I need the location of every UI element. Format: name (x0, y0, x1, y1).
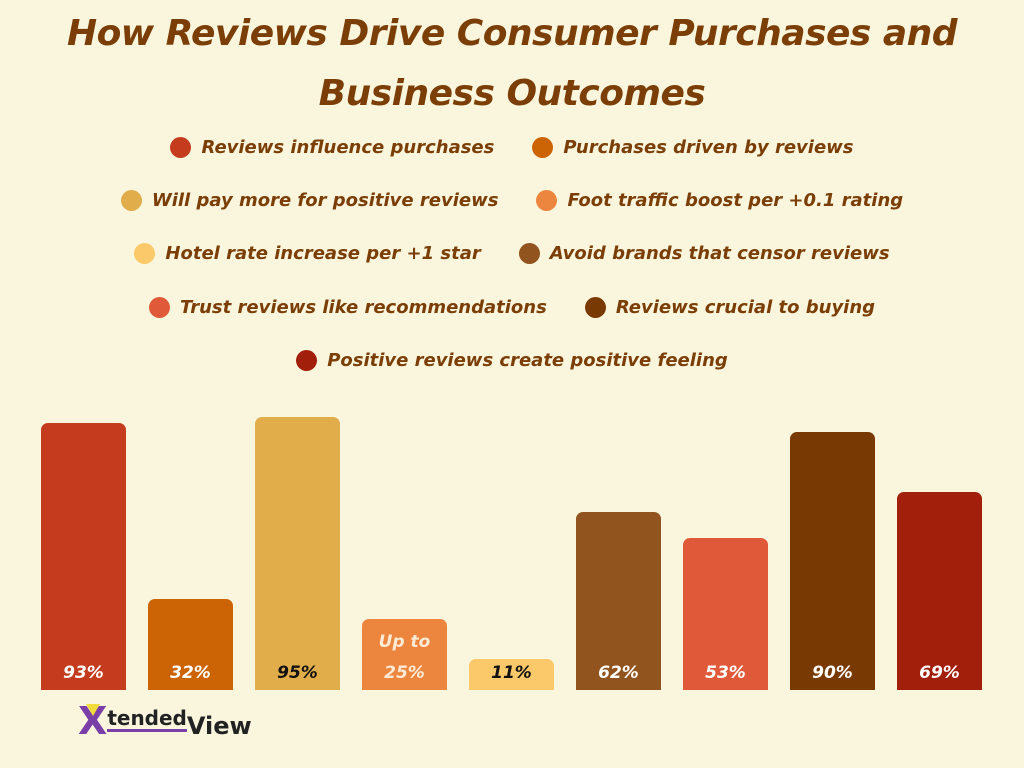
legend-dot-icon (148, 297, 170, 318)
legend-item: Purchases driven by reviews (532, 137, 854, 158)
logo-x-icon: X (78, 699, 108, 743)
legend-row-5: Positive reviews create positive feeling (0, 350, 1024, 371)
bar-value-label: 62% (598, 663, 639, 683)
legend-label: Reviews influence purchases (201, 137, 495, 158)
bar-value-label: 11% (491, 663, 532, 683)
bar-purchases-driven-by-reviews: 32% (148, 599, 233, 690)
legend-label: Avoid brands that censor reviews (549, 243, 890, 264)
bar-value-label: 25% (384, 663, 425, 683)
legend-item: Hotel rate increase per +1 star (134, 243, 481, 264)
xtendedview-logo: X tended View (78, 702, 252, 740)
legend-row-4: Trust reviews like recommendations Revie… (0, 297, 1024, 318)
bar-hotel-rate-increase: 11% (469, 659, 554, 690)
legend-label: Hotel rate increase per +1 star (165, 243, 481, 264)
legend-item: Reviews crucial to buying (584, 297, 876, 318)
legend-item: Trust reviews like recommendations (148, 297, 547, 318)
legend-dot-icon (120, 190, 142, 211)
legend-item: Foot traffic boost per +0.1 rating (536, 190, 903, 211)
bar-value-label: 53% (705, 663, 746, 683)
legend-label: Reviews crucial to buying (615, 297, 876, 318)
legend-dot-icon (296, 350, 318, 371)
legend-dot-icon (518, 243, 540, 264)
legend-row-1: Reviews influence purchases Purchases dr… (0, 137, 1024, 158)
legend-row-3: Hotel rate increase per +1 star Avoid br… (0, 243, 1024, 264)
bar-value-label: 69% (919, 663, 960, 683)
bar-positive-feeling: 69% (897, 492, 982, 690)
title-line-2: Business Outcomes (318, 73, 706, 114)
legend-dot-icon (134, 243, 156, 264)
legend-dot-icon (584, 297, 606, 318)
bar-value-label: 95% (277, 663, 318, 683)
legend-label: Foot traffic boost per +0.1 rating (567, 190, 904, 211)
legend-item: Reviews influence purchases (170, 137, 494, 158)
legend-item: Will pay more for positive reviews (120, 190, 499, 211)
legend-item: Positive reviews create positive feeling (296, 350, 728, 371)
legend-dot-icon (170, 137, 192, 158)
logo-view-text: View (186, 712, 252, 740)
bar-value-label: 32% (170, 663, 211, 683)
legend-label: Will pay more for positive reviews (151, 190, 499, 211)
legend-label: Positive reviews create positive feeling (327, 350, 728, 371)
logo-tended-text: tended (107, 706, 187, 732)
legend-dot-icon (532, 137, 554, 158)
bar-value-label: 90% (812, 663, 853, 683)
bar-will-pay-more: 95% (255, 417, 340, 690)
legend-dot-icon (536, 190, 558, 211)
bar-foot-traffic-boost: Up to 25% (362, 619, 447, 690)
bar-reviews-crucial: 90% (790, 432, 875, 690)
title-line-1: How Reviews Drive Consumer Purchases and (66, 13, 958, 54)
legend-label: Trust reviews like recommendations (179, 297, 547, 318)
legend-label: Purchases driven by reviews (563, 137, 854, 158)
bar-reviews-influence-purchases: 93% (41, 423, 126, 690)
chart-title: How Reviews Drive Consumer Purchases and… (0, 4, 1024, 124)
legend-row-2: Will pay more for positive reviews Foot … (0, 190, 1024, 211)
legend-item: Avoid brands that censor reviews (518, 243, 890, 264)
bar-avoid-censor-brands: 62% (576, 512, 661, 690)
bar-value-label: 93% (63, 663, 104, 683)
bar-trust-reviews: 53% (683, 538, 768, 690)
bar-value-prefix: Up to (378, 632, 431, 652)
